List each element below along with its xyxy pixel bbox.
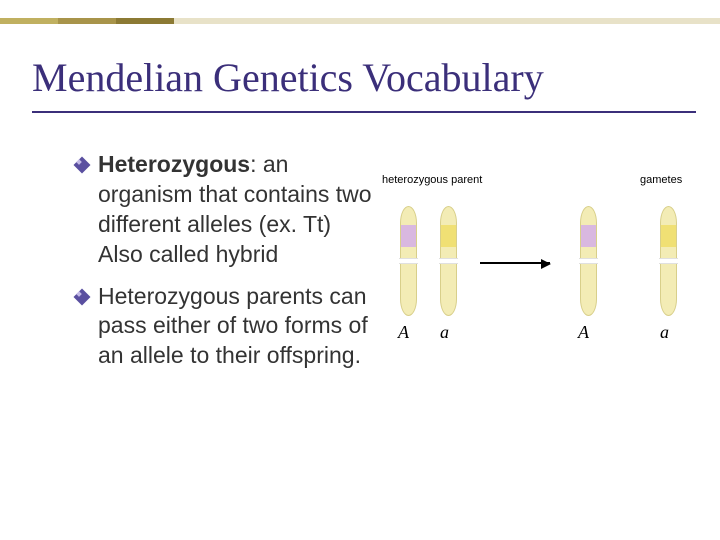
title-rule: [32, 111, 696, 113]
page-title: Mendelian Genetics Vocabulary: [32, 54, 696, 101]
heterozygous-diagram: heterozygous parent gametes A a A a: [380, 174, 694, 354]
bullet-list: Heterozygous: an organism that contains …: [76, 150, 372, 383]
accent-seg-1: [0, 18, 58, 24]
list-item: Heterozygous: an organism that contains …: [76, 150, 372, 270]
label-parent: heterozygous parent: [382, 174, 482, 186]
list-item: Heterozygous parents can pass either of …: [76, 282, 372, 372]
term-heterozygous: Heterozygous: [98, 151, 250, 177]
arrow-icon: [480, 262, 550, 264]
accent-seg-3: [116, 18, 174, 24]
allele-label-a: a: [440, 322, 449, 343]
chromosome-gamete-a: [660, 206, 677, 316]
title-block: Mendelian Genetics Vocabulary: [32, 54, 696, 113]
chromosome-parent-A: [400, 206, 417, 316]
chromosome-gamete-A: [580, 206, 597, 316]
accent-seg-2: [58, 18, 116, 24]
bullet-icon: [76, 159, 88, 171]
label-gametes: gametes: [640, 174, 682, 186]
accent-bar: [0, 18, 720, 24]
accent-seg-rest: [174, 18, 720, 24]
bullet-icon: [76, 291, 88, 303]
bullet-body: Heterozygous parents can pass either of …: [98, 283, 368, 369]
bullet-text: Heterozygous: an organism that contains …: [98, 150, 372, 270]
allele-label-gamete-a: a: [660, 322, 669, 343]
allele-label-A: A: [398, 322, 409, 343]
chromosome-parent-a: [440, 206, 457, 316]
allele-label-gamete-A: A: [578, 322, 589, 343]
bullet-text: Heterozygous parents can pass either of …: [98, 282, 372, 372]
